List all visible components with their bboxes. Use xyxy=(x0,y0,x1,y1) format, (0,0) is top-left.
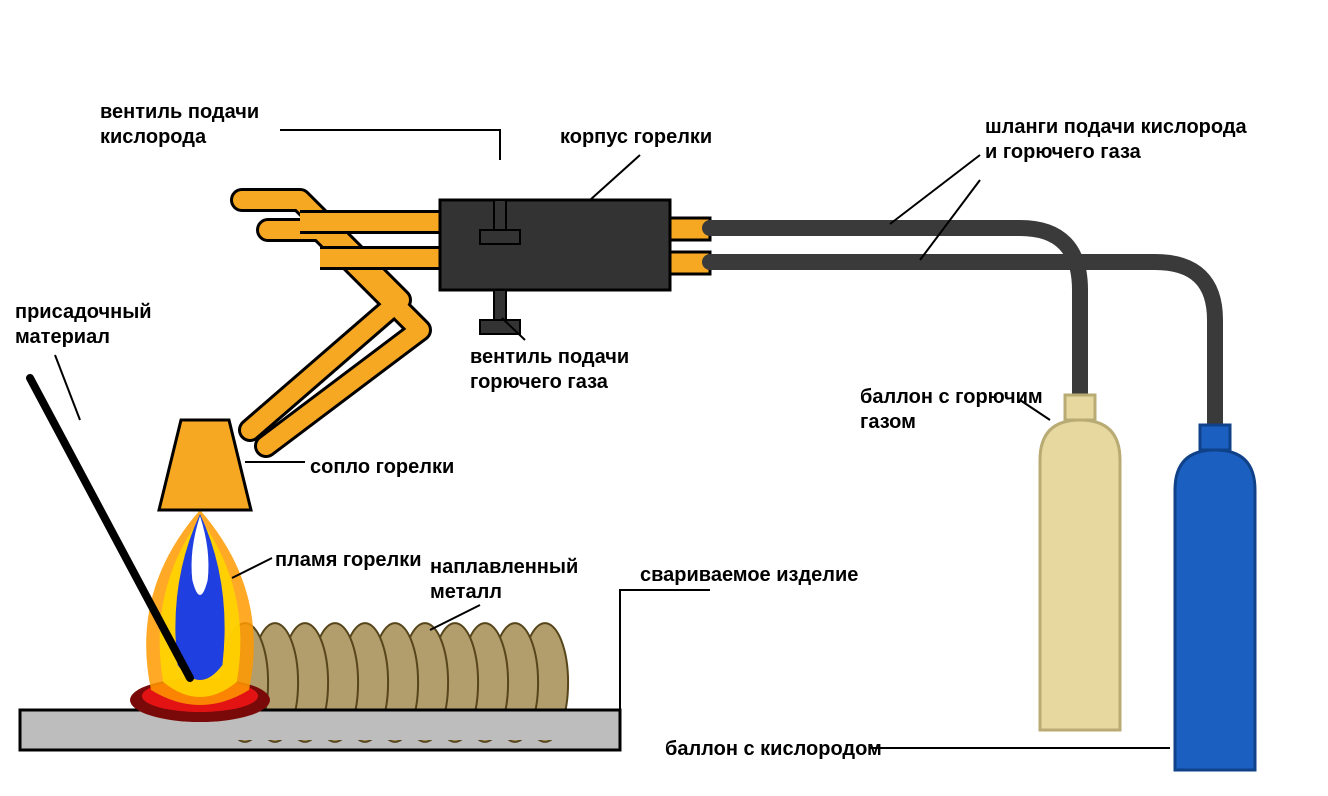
torch-nozzle xyxy=(159,420,251,510)
label-weld-metal: наплавленный металл xyxy=(430,555,578,605)
label-torch-body: корпус горелки xyxy=(560,125,712,150)
leader-oxygen_valve xyxy=(280,130,500,160)
label-workpiece: свариваемое изделие xyxy=(640,563,858,588)
fuel-valve-icon-stem xyxy=(494,290,506,320)
fuel-cylinder-icon xyxy=(1040,420,1120,730)
fuel-valve-icon xyxy=(480,320,520,334)
label-oxygen-valve: вентиль подачи кислорода xyxy=(100,100,259,150)
leader-torch_flame xyxy=(232,558,272,578)
label-fuel-cyl: баллон с горючим газом xyxy=(860,385,1043,435)
fuel-cylinder-icon-neck xyxy=(1065,395,1095,420)
leader-workpiece xyxy=(620,590,710,720)
torch-body xyxy=(440,200,670,290)
leader-hoses xyxy=(890,155,980,224)
label-torch-nozzle: сопло горелки xyxy=(310,455,454,480)
oxygen-cylinder-icon xyxy=(1175,450,1255,770)
filler-rod-icon xyxy=(30,378,190,678)
oxygen-cylinder-icon-neck xyxy=(1200,425,1230,450)
leader-filler xyxy=(55,355,80,420)
oxygen-valve-icon-stem xyxy=(494,200,506,230)
flame-icon xyxy=(146,510,254,705)
leader-torch_body xyxy=(590,155,640,200)
label-hoses: шланги подачи кислорода и горючего газа xyxy=(985,115,1247,165)
label-fuel-valve: вентиль подачи горючего газа xyxy=(470,345,629,395)
oxygen-valve-icon xyxy=(480,230,520,244)
label-torch-flame: пламя горелки xyxy=(275,548,422,573)
weld-bead xyxy=(222,623,585,742)
label-filler: присадочный материал xyxy=(15,300,152,350)
label-oxy-cyl: баллон с кислородом xyxy=(665,737,882,762)
